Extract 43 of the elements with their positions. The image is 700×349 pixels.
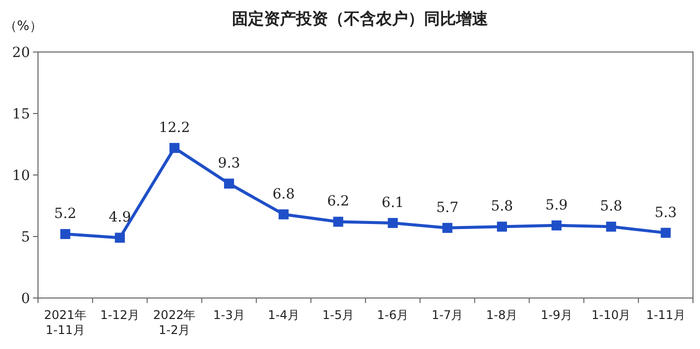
point [333, 216, 344, 227]
data-label: 5.7 [436, 200, 459, 216]
data-label: 12.2 [158, 120, 190, 136]
y-tick-label: 15 [12, 106, 30, 122]
point [278, 209, 289, 220]
data-label: 5.3 [654, 204, 677, 221]
point [114, 232, 125, 243]
data-label: 5.8 [600, 198, 622, 215]
point [496, 222, 507, 232]
data-label: 5.2 [54, 206, 76, 222]
x-tick-label: 1-9月 [540, 308, 572, 322]
point [169, 142, 180, 153]
x-tick-label: 2021年 1-11月 [44, 308, 87, 337]
point [442, 222, 452, 233]
y-tick-label: 0 [21, 290, 30, 307]
data-label: 6.8 [272, 186, 295, 202]
point [606, 222, 616, 232]
data-label: 4.9 [108, 210, 132, 226]
data-label: 6.2 [327, 194, 350, 210]
data-label: 9.3 [218, 156, 240, 172]
y-tick-label: 20 [12, 44, 30, 61]
point [224, 178, 234, 189]
point [552, 220, 562, 230]
y-axis-title: （%） [4, 19, 42, 34]
data-label: 6.1 [382, 194, 404, 211]
chart-title: 固定资产投资（不含农户）同比增速 [232, 9, 489, 28]
x-tick-label: 1-8月 [486, 308, 518, 322]
x-tick-label: 1-5月 [322, 308, 354, 322]
y-tick-label: 10 [12, 168, 30, 184]
x-tick-label: 1-10月 [592, 308, 631, 322]
x-tick-label: 1-12月 [100, 308, 140, 322]
x-tick-label: 1-7月 [432, 308, 464, 322]
x-tick-label: 1-3月 [213, 308, 245, 322]
x-tick-label: 1-4月 [268, 308, 300, 322]
point [660, 228, 671, 238]
x-tick-label: 1-6月 [376, 308, 409, 322]
x-tick-label: 1-11月 [646, 308, 686, 322]
x-tick-label: 2022年 1-2月 [153, 308, 196, 337]
data-label: 5.9 [545, 197, 568, 214]
y-tick-label: 5 [21, 229, 30, 246]
point [60, 229, 70, 240]
data-label: 5.8 [490, 198, 514, 215]
point [388, 218, 398, 228]
